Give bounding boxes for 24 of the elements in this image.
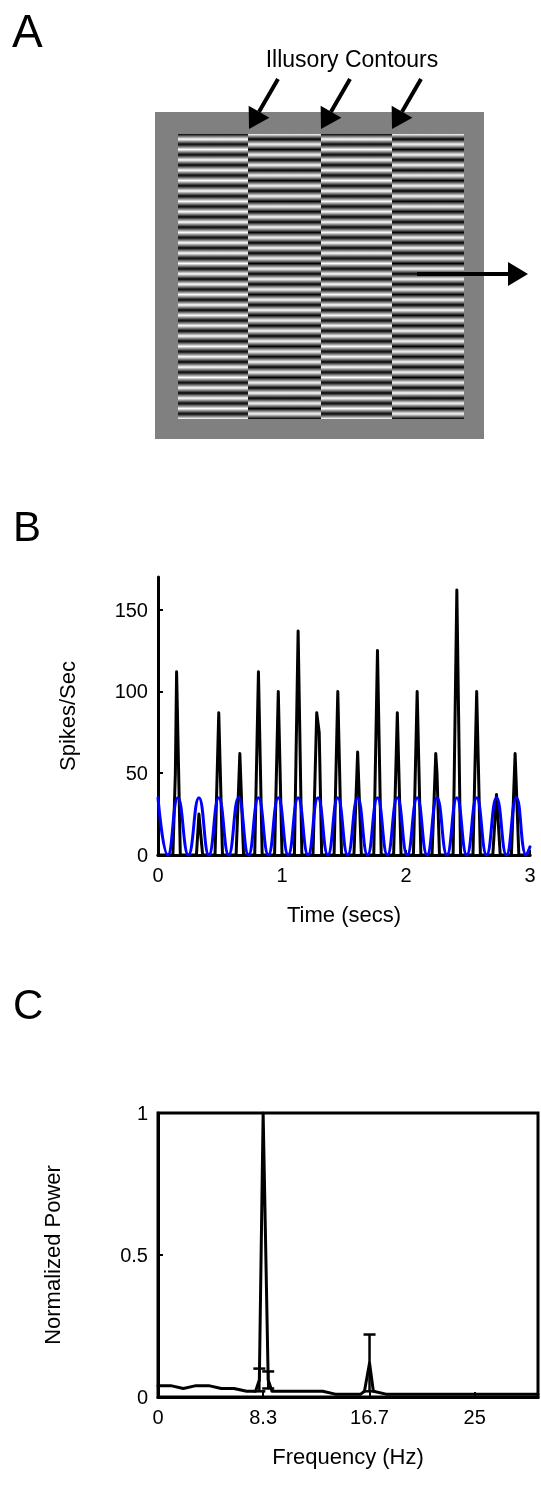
- y-axis-title: Normalized Power: [39, 1165, 65, 1345]
- y-tick-label: 1: [136, 1102, 148, 1124]
- line-series: [156, 1111, 540, 1396]
- y-tick-label: 0: [136, 844, 148, 866]
- x-axis-title: Frequency (Hz): [272, 1443, 424, 1469]
- x-axis-title: Time (secs): [286, 901, 402, 927]
- x-tick-label: 0: [152, 864, 164, 886]
- x-tick-label: 25: [463, 1406, 486, 1428]
- x-tick-label: 0: [152, 1406, 164, 1428]
- y-axis-title: Spikes/Sec: [54, 660, 80, 772]
- text: A: [12, 5, 43, 57]
- text: Illusory Contours: [265, 46, 439, 72]
- y-tick-label: 0: [136, 1386, 148, 1408]
- y-tick-label: 50: [125, 762, 148, 785]
- y-tick-label: 100: [114, 680, 148, 703]
- x-tick-label: 16.7: [350, 1406, 389, 1428]
- y-tick-label: 0.5: [120, 1244, 148, 1266]
- y-tick-label: 150: [114, 598, 148, 621]
- chart-title: B: [13, 502, 42, 550]
- x-tick-label: 2: [400, 864, 412, 886]
- x-tick-label: 8.3: [249, 1406, 278, 1428]
- chart-title: C: [13, 980, 44, 1028]
- x-tick-label: 3: [524, 864, 536, 886]
- x-tick-label: 1: [276, 864, 288, 886]
